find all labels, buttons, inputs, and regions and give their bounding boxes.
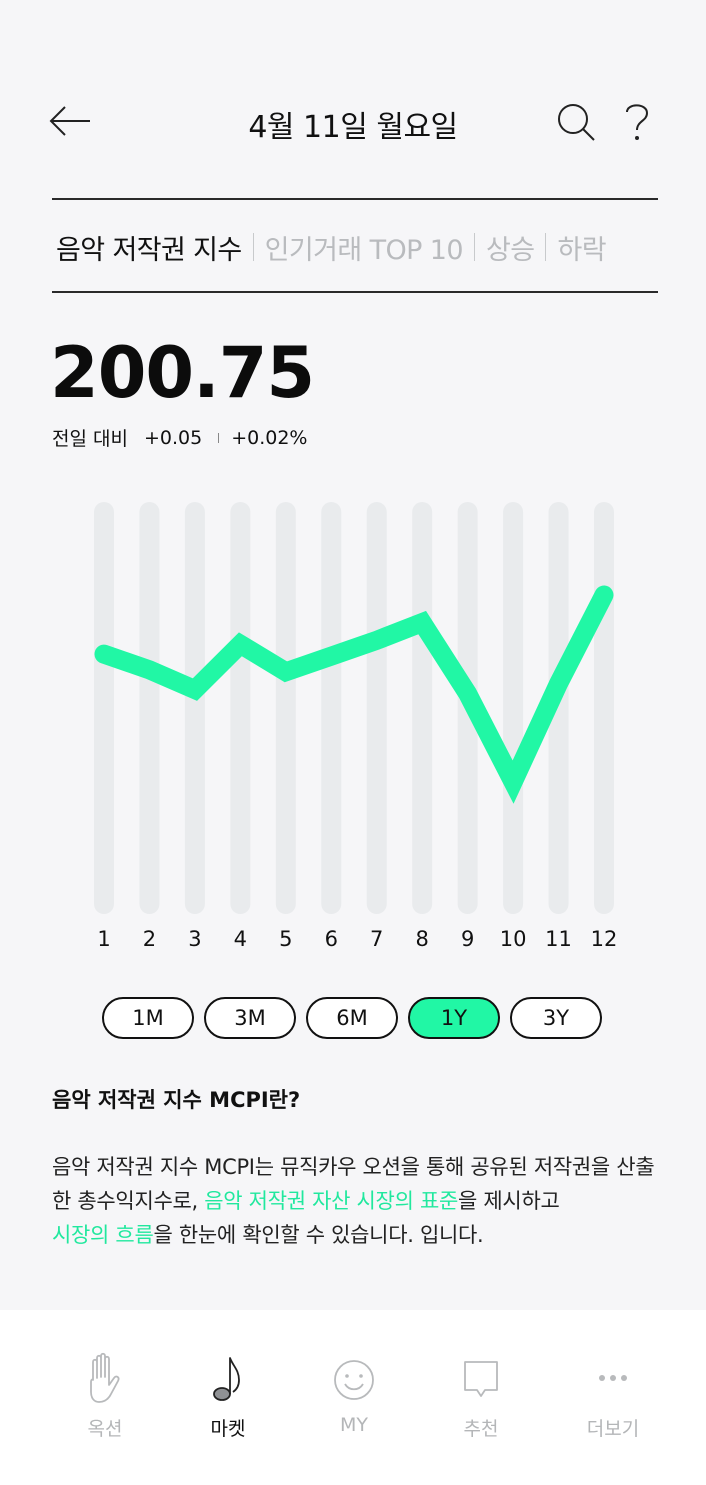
chart-bar-12 [594,502,614,914]
about-highlight-1: 음악 저작권 자산 시장의 표준 [204,1189,459,1213]
x-tick-label-12: 12 [591,927,618,951]
nav-recommend-label: 추천 [463,1418,499,1440]
tabs-divider-bottom [52,291,658,293]
nav-auction-label: 옥션 [87,1418,123,1440]
nav-more-label: 더보기 [586,1418,640,1440]
x-tick-label-3: 3 [188,927,201,951]
period-3m-button[interactable]: 3M [204,997,296,1039]
chart-bar-2 [139,502,160,914]
period-1y-button[interactable]: 1Y [408,997,500,1039]
x-tick-label-4: 4 [234,927,247,951]
x-tick-label-9: 9 [461,927,474,951]
nav-recommend[interactable]: 추천 [426,1352,536,1452]
bottom-navigation: 옥션 마켓 MY 추천 더보기 [0,1310,706,1485]
smile-icon [334,1360,374,1400]
change-absolute: +0.05 [143,426,203,449]
search-icon [558,104,595,141]
question-icon [626,104,649,140]
help-button[interactable] [620,100,654,144]
x-tick-label-8: 8 [415,927,428,951]
tab-separator [545,233,547,261]
about-text-3: 을 한눈에 확인할 수 있습니다. 입니다. [153,1223,484,1247]
change-label: 전일 대비 [52,428,128,450]
hand-icon [90,1352,120,1403]
period-selector: 1M 3M 6M 1Y 3Y [102,997,612,1039]
chart-bar-10 [503,502,524,914]
nav-my-label: MY [340,1414,368,1436]
chart-bar-1 [94,502,114,914]
tab-rising[interactable]: 상승 [485,234,535,266]
nav-market-label: 마켓 [210,1418,246,1440]
period-1m-button[interactable]: 1M [102,997,194,1039]
chart-bar-3 [184,502,205,914]
tab-popular-top10[interactable]: 인기거래 TOP 10 [264,234,464,266]
x-tick-label-1: 1 [97,927,110,951]
header: 4월 11일 월요일 [0,0,706,200]
change-percent: +0.02% [231,426,308,449]
x-tick-label-2: 2 [143,927,156,951]
music-note-icon [213,1357,240,1401]
chat-bubble-icon [464,1361,498,1397]
market-tabs: 음악 저작권 지수 인기거래 TOP 10 상승 하락 [56,224,607,270]
tab-separator [252,233,254,261]
index-value: 200.75 [50,332,315,414]
page-title: 4월 11일 월요일 [248,110,458,145]
about-title: 음악 저작권 지수 MCPI란? [52,1088,301,1112]
change-separator [218,432,220,443]
tab-falling[interactable]: 하락 [557,234,606,266]
nav-my[interactable]: MY [299,1352,409,1452]
x-tick-label-6: 6 [325,927,338,951]
search-button[interactable] [556,102,596,142]
nav-auction[interactable]: 옥션 [50,1352,160,1452]
about-description: 음악 저작권 지수 MCPI는 뮤직카우 오션을 통해 공유된 저작권을 산출한… [52,1150,672,1252]
x-tick-label-5: 5 [279,927,292,951]
period-6m-button[interactable]: 6M [306,997,398,1039]
chart-bar-6 [321,502,342,914]
tab-separator [473,233,475,261]
arrow-left-icon [49,106,90,136]
index-series-line [94,585,614,804]
chart-bar-4 [230,502,251,914]
tabs-divider-top [52,198,658,200]
index-change: 전일 대비 +0.05 +0.02% [52,424,307,451]
nav-more[interactable]: 더보기 [558,1352,668,1452]
index-chart: 1 2 3 4 5 6 7 8 9 10 11 12 [94,502,618,951]
period-3y-button[interactable]: 3Y [510,997,602,1039]
more-dots-icon [599,1375,627,1381]
x-tick-label-11: 11 [545,927,572,951]
chart-bar-5 [275,502,296,914]
nav-market[interactable]: 마켓 [173,1352,283,1452]
about-highlight-2: 시장의 흐름 [52,1223,154,1247]
chart-bar-8 [412,502,433,914]
back-button[interactable] [48,100,94,144]
about-text-1: 음악 저작권 지수 MCPI는 뮤직카우 오션을 통해 공유된 저작권을 산출한… [52,1155,655,1213]
about-text-2: 을 제시하고 [458,1189,560,1213]
x-tick-label-10: 10 [500,927,527,951]
x-tick-label-7: 7 [370,927,383,951]
chart-bar-11 [548,502,569,914]
chart-bar-7 [366,502,387,914]
tab-music-index[interactable]: 음악 저작권 지수 [56,234,242,266]
